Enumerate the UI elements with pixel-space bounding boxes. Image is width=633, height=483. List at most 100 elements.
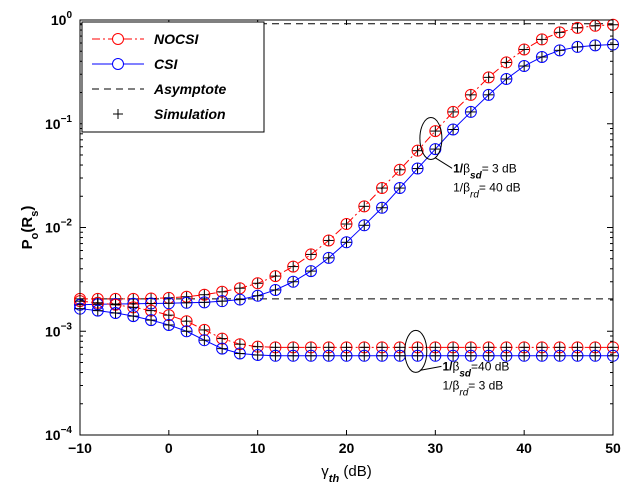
simulation-point (590, 20, 601, 31)
simulation-point (590, 40, 601, 51)
nocsi-marker (322, 234, 335, 247)
markers-layer (74, 18, 619, 362)
csi-marker (447, 123, 460, 136)
nocsi-lower-line (79, 300, 613, 348)
simulation-point (199, 335, 210, 346)
simulation-point (163, 319, 174, 330)
nocsi-marker (269, 270, 282, 283)
simulation-point (199, 297, 210, 308)
annotation-text: 1/βsd=40 dB (442, 359, 509, 379)
csi-marker (571, 349, 584, 362)
nocsi-marker (376, 182, 389, 195)
simulation-point (359, 350, 370, 361)
simulation-point (519, 350, 530, 361)
simulation-point (394, 183, 405, 194)
simulation-point (572, 350, 583, 361)
y-tick-label: 10−3 (45, 321, 72, 339)
simulation-point (217, 296, 228, 307)
simulation-point (501, 350, 512, 361)
x-tick-label: 40 (516, 440, 532, 456)
csi-marker (251, 349, 264, 362)
csi-marker (535, 349, 548, 362)
csi-marker (251, 289, 264, 302)
csi-marker (500, 72, 513, 85)
csi-marker (358, 349, 371, 362)
csi-marker (518, 60, 531, 73)
csi-marker (589, 349, 602, 362)
simulation-point (288, 276, 299, 287)
nocsi-marker (535, 33, 548, 46)
csi-marker (216, 295, 229, 308)
simulation-point (270, 284, 281, 295)
simulation-point (394, 350, 405, 361)
csi-marker (287, 275, 300, 288)
simulation-point (341, 237, 352, 248)
csi-marker (145, 314, 158, 327)
simulation-point (483, 72, 494, 83)
csi-marker (464, 349, 477, 362)
csi-marker (376, 349, 389, 362)
simulation-point (341, 350, 352, 361)
legend-label: Simulation (154, 106, 226, 122)
y-tick-label: 10−1 (45, 114, 72, 132)
simulation-point (128, 311, 139, 322)
csi-marker (180, 296, 193, 309)
nocsi-marker (553, 26, 566, 39)
x-tick-label: 0 (165, 440, 173, 456)
simulation-point (554, 45, 565, 56)
simulation-point (270, 350, 281, 361)
csi-marker (500, 349, 513, 362)
csi-marker (571, 40, 584, 53)
simulation-point (181, 297, 192, 308)
csi-marker (162, 318, 175, 331)
csi-marker (393, 182, 406, 195)
csi-marker (287, 349, 300, 362)
csi-marker (233, 293, 246, 306)
simulation-point (234, 294, 245, 305)
legend-label: NOCSI (154, 31, 199, 47)
simulation-point (465, 106, 476, 117)
csi-marker (553, 349, 566, 362)
simulation-point (465, 350, 476, 361)
nocsi-marker (464, 88, 477, 101)
simulation-point (377, 183, 388, 194)
csi-marker (304, 349, 317, 362)
simulation-point (323, 235, 334, 246)
simulation-point (430, 350, 441, 361)
csi-marker (198, 296, 211, 309)
simulation-point (92, 305, 103, 316)
csi-marker (198, 334, 211, 347)
y-tick-label: 10−4 (45, 425, 72, 443)
simulation-point (412, 163, 423, 174)
simulation-point (163, 310, 174, 321)
simulation-point (146, 315, 157, 326)
simulation-point (199, 324, 210, 335)
csi-marker (589, 39, 602, 52)
csi-marker (322, 251, 335, 264)
simulation-point (305, 249, 316, 260)
annotation-leader (434, 157, 453, 169)
simulation-point (217, 343, 228, 354)
nocsi-marker (393, 163, 406, 176)
legend-item-csi: CSI (92, 56, 178, 72)
simulation-point (536, 34, 547, 45)
legend-item-nocsi: NOCSI (92, 31, 199, 47)
simulation-point (234, 348, 245, 359)
x-tick-label: −10 (68, 440, 92, 456)
simulation-point (234, 283, 245, 294)
simulation-point (430, 126, 441, 137)
csi-marker (376, 201, 389, 214)
csi-marker (411, 349, 424, 362)
y-tick-label: 100 (51, 10, 73, 28)
x-tick-label: 10 (250, 440, 266, 456)
simulation-point (359, 201, 370, 212)
simulation-point (110, 307, 121, 318)
csi-marker (411, 162, 424, 175)
x-tick-label: 50 (605, 440, 621, 456)
csi-marker (322, 349, 335, 362)
annotation-text: 1/βrd= 40 dB (453, 180, 521, 200)
csi-marker (127, 310, 140, 323)
nocsi-marker (482, 71, 495, 84)
simulation-point (536, 350, 547, 361)
